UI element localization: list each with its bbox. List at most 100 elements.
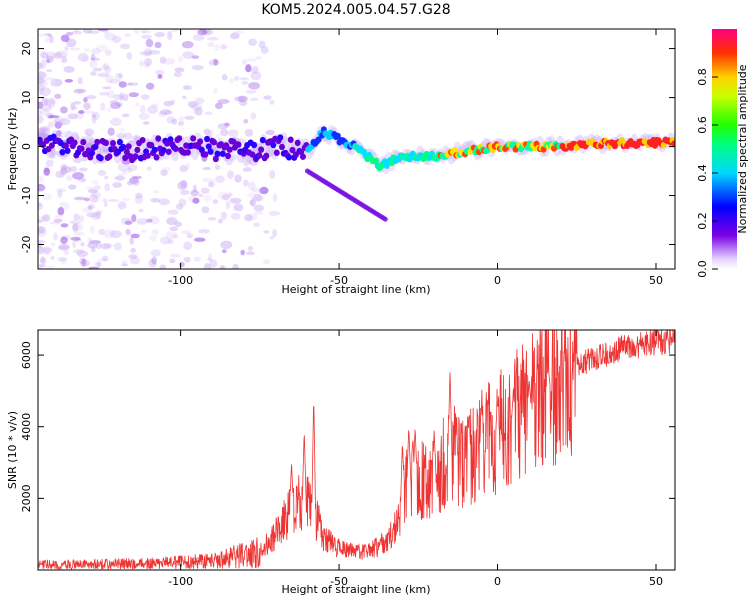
y-tick-label: 0 xyxy=(20,143,33,150)
noise-blob xyxy=(221,249,227,254)
colorbar: 0.0 0.2 0.4 0.6 0.8 Normalized spectral ampl… xyxy=(696,29,749,278)
noise-blob xyxy=(191,102,203,112)
noise-blob xyxy=(103,229,115,239)
y-tick-label: -20 xyxy=(20,236,33,254)
noise-blob xyxy=(104,66,112,74)
noise-blob xyxy=(127,82,139,86)
ridge-cell xyxy=(102,139,109,147)
noise-blob xyxy=(77,177,87,183)
noise-blob xyxy=(50,255,55,260)
ridge-cell xyxy=(160,146,167,154)
noise-blob xyxy=(182,51,195,59)
noise-blob xyxy=(166,217,178,226)
x-tick-label: 0 xyxy=(494,274,501,287)
ridge-cell xyxy=(294,139,301,147)
noise-blob xyxy=(128,92,139,98)
noise-blob xyxy=(84,186,96,190)
noise-blob xyxy=(148,49,161,55)
noise-blob xyxy=(220,44,228,50)
noise-blob xyxy=(192,34,205,41)
noise-blob xyxy=(255,56,262,60)
noise-blob xyxy=(87,189,99,194)
noise-blob xyxy=(77,77,83,85)
ridge-cell xyxy=(285,154,292,161)
noise-blob xyxy=(129,257,140,265)
noise-blob xyxy=(48,115,60,119)
spectrogram-xlabel: Height of straight line (km) xyxy=(281,283,430,296)
colorbar-tick-label: 0.2 xyxy=(696,212,709,230)
noise-blob xyxy=(179,261,185,268)
noise-blob xyxy=(243,118,249,124)
noise-blob xyxy=(215,133,221,139)
noise-blob xyxy=(159,264,167,269)
noise-blob xyxy=(201,29,214,36)
noise-blob xyxy=(60,34,70,42)
noise-blob xyxy=(58,243,70,250)
ridge-cell xyxy=(298,148,305,156)
noise-blob xyxy=(71,222,83,231)
ridge-cell xyxy=(334,132,341,140)
noise-blob xyxy=(207,257,213,261)
noise-blob xyxy=(70,102,76,111)
noise-blob xyxy=(227,129,239,137)
noise-blob xyxy=(101,255,109,262)
noise-blob xyxy=(117,201,127,210)
noise-blob xyxy=(101,64,108,70)
noise-blob xyxy=(250,112,257,120)
noise-blob xyxy=(133,29,141,34)
noise-blob xyxy=(208,59,220,66)
noise-blob xyxy=(192,184,197,193)
noise-blob xyxy=(73,100,82,105)
ridge-cell xyxy=(116,138,123,146)
noise-blob xyxy=(129,233,142,238)
ridge-cell xyxy=(64,147,71,154)
noise-blob xyxy=(54,214,63,224)
noise-blob xyxy=(122,93,129,102)
noise-blob xyxy=(248,82,261,90)
noise-blob xyxy=(38,216,48,221)
ridge-cell xyxy=(263,152,270,160)
noise-blob xyxy=(50,148,56,157)
noise-blob xyxy=(253,204,264,212)
snr-series-line xyxy=(38,330,675,570)
noise-blob xyxy=(170,29,179,32)
noise-blob xyxy=(40,256,45,263)
noise-blob xyxy=(53,218,63,223)
noise-blob xyxy=(214,102,223,110)
ridge-cell xyxy=(299,153,306,160)
noise-blob xyxy=(47,113,54,119)
noise-blob xyxy=(47,121,55,128)
ridge-cell xyxy=(251,141,258,149)
noise-blob xyxy=(80,241,85,247)
noise-blob xyxy=(121,259,128,265)
noise-blob xyxy=(234,75,239,81)
noise-blob xyxy=(38,101,44,110)
noise-blob xyxy=(208,181,214,188)
noise-blob xyxy=(165,231,178,240)
noise-blob xyxy=(109,100,119,106)
noise-blob xyxy=(203,194,212,202)
noise-blob xyxy=(38,175,45,183)
ridge-halo xyxy=(170,149,179,162)
noise-blob xyxy=(245,89,257,94)
noise-blob xyxy=(106,107,112,113)
noise-blob xyxy=(78,167,88,172)
noise-blob xyxy=(73,249,85,254)
noise-blob xyxy=(91,246,96,253)
noise-blob xyxy=(130,136,139,143)
noise-blob xyxy=(119,127,126,134)
ridge-cell xyxy=(148,142,155,149)
y-tick-label: 2000 xyxy=(20,484,33,512)
noise-blob xyxy=(48,97,55,104)
noise-blob xyxy=(136,218,149,225)
noise-blob xyxy=(60,235,71,241)
ridge-cell xyxy=(132,153,139,160)
noise-blob xyxy=(85,95,97,100)
noise-blob xyxy=(249,97,259,101)
noise-blob xyxy=(108,79,121,84)
noise-blob xyxy=(163,110,174,115)
noise-blob xyxy=(160,169,168,176)
noise-blob xyxy=(118,81,127,88)
noise-blob xyxy=(167,31,173,40)
noise-blob xyxy=(82,29,93,34)
